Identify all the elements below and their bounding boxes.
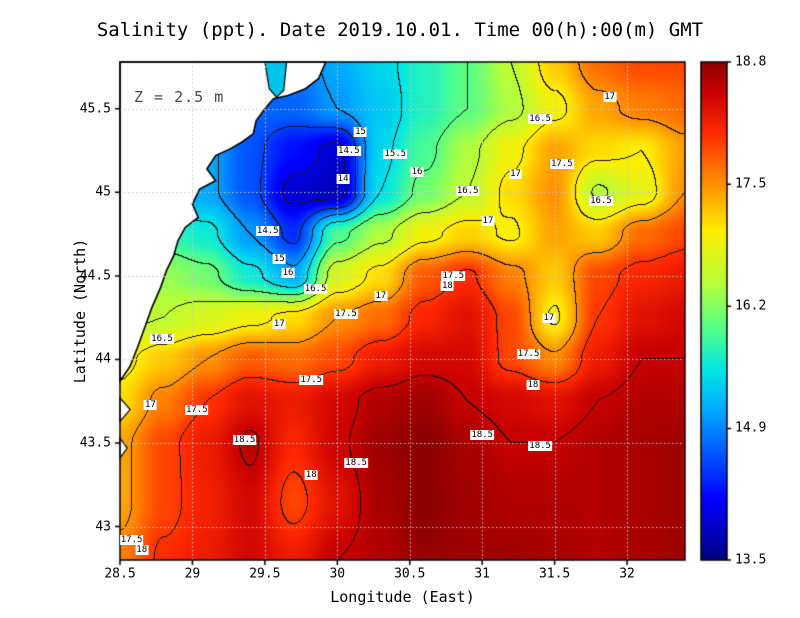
y-tick-label: 44 (95, 351, 111, 367)
x-tick-label: 30 (329, 566, 346, 582)
y-axis-label: Latitude (North) (71, 238, 89, 384)
x-tick-label: 30.5 (394, 566, 426, 582)
y-tick-label: 44.5 (79, 268, 111, 284)
contour-label: 14.5 (255, 225, 280, 236)
contour-label: 17.5 (299, 374, 324, 385)
contour-label: 17 (603, 92, 617, 103)
colorbar-tick-label: 18.8 (735, 54, 767, 70)
contour-label: 18 (135, 544, 149, 555)
y-tick-label: 45.5 (79, 101, 111, 117)
contour-label: 15.5 (383, 148, 408, 159)
contour-label: 17 (374, 290, 388, 301)
colorbar-tick-label: 13.5 (735, 552, 767, 568)
contour-label: 14.5 (337, 145, 361, 156)
contour-label: 16.5 (528, 113, 552, 124)
contour-label: 17.5 (334, 309, 358, 320)
x-tick-label: 31.5 (538, 566, 571, 582)
contour-label: 18 (304, 469, 318, 480)
contour-label: 17 (542, 312, 556, 323)
x-tick-label: 31 (474, 566, 490, 582)
contour-label: 18.5 (232, 434, 257, 445)
contour-label: 16.5 (303, 284, 328, 295)
contour-label: 18.5 (344, 458, 368, 469)
chart-title: Salinity (ppt). Date 2019.10.01. Time 00… (96, 19, 704, 41)
colorbar-tick-label: 16.2 (735, 298, 767, 314)
contour-label: 17.5 (550, 158, 574, 169)
depth-annotation: Z = 2.5 m (134, 88, 225, 106)
contour-label: 18.5 (528, 441, 552, 452)
contour-label: 16 (281, 267, 295, 278)
contour-label: 18 (440, 280, 454, 291)
x-axis-label: Longitude (East) (330, 588, 475, 606)
contour-label: 17 (272, 319, 286, 330)
contour-label: 17.5 (441, 270, 466, 281)
y-tick-label: 45 (95, 184, 111, 200)
contour-label: 17 (144, 399, 157, 410)
contour-label: 15 (354, 127, 367, 138)
contour-label: 17.5 (516, 349, 541, 360)
contour-label: 17 (509, 168, 522, 179)
contour-label: 17.5 (184, 404, 209, 415)
x-tick-label: 29 (184, 566, 201, 582)
contour-label: 17 (481, 215, 495, 226)
contour-label: 18.5 (470, 429, 495, 440)
contour-label: 16.5 (150, 334, 174, 345)
x-tick-label: 32 (619, 566, 635, 582)
y-tick-label: 43.5 (79, 435, 111, 451)
colorbar-tick-label: 17.5 (735, 176, 767, 192)
x-tick-label: 29.5 (249, 566, 281, 582)
colorbar-tick-label: 14.9 (735, 420, 767, 436)
contour-label: 16 (410, 167, 424, 178)
x-tick-label: 28.5 (104, 566, 136, 582)
contour-label: 14 (336, 173, 350, 184)
contour-label: 18 (526, 379, 540, 390)
contour-label: 15 (272, 254, 286, 265)
contour-label: 16.5 (455, 185, 480, 196)
contour-label: 16.5 (589, 195, 613, 206)
contour-label: 17.5 (119, 534, 144, 545)
y-tick-label: 43 (95, 519, 111, 535)
